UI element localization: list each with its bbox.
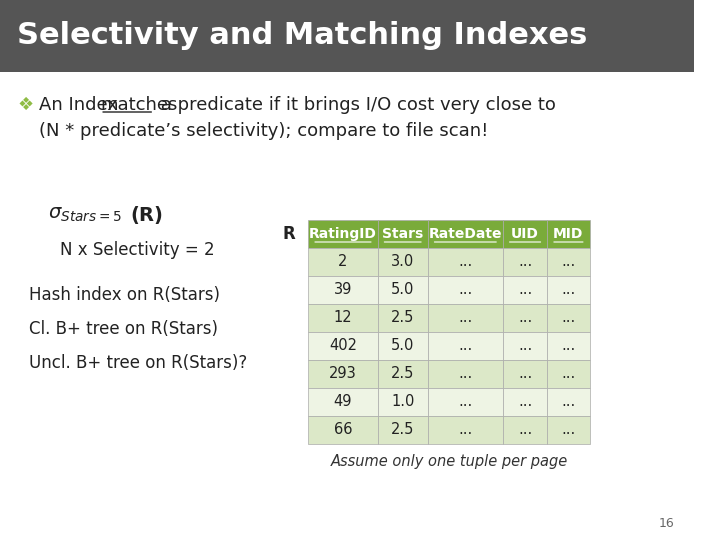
Text: 2.5: 2.5 <box>391 422 415 437</box>
Text: 66: 66 <box>334 422 352 437</box>
Text: R: R <box>282 225 294 243</box>
Text: ...: ... <box>458 395 472 409</box>
Text: ...: ... <box>562 395 575 409</box>
FancyBboxPatch shape <box>378 220 428 248</box>
Text: 16: 16 <box>659 517 675 530</box>
Text: 49: 49 <box>334 395 352 409</box>
Text: ...: ... <box>458 310 472 326</box>
Text: (N * predicate’s selectivity); compare to file scan!: (N * predicate’s selectivity); compare t… <box>39 122 488 140</box>
Text: Hash index on R(Stars): Hash index on R(Stars) <box>29 286 220 304</box>
FancyBboxPatch shape <box>428 332 503 360</box>
Text: ...: ... <box>562 339 575 354</box>
Text: Selectivity and Matching Indexes: Selectivity and Matching Indexes <box>17 22 588 51</box>
FancyBboxPatch shape <box>428 360 503 388</box>
FancyBboxPatch shape <box>428 220 503 248</box>
FancyBboxPatch shape <box>503 416 547 444</box>
Text: Cl. B+ tree on R(Stars): Cl. B+ tree on R(Stars) <box>29 320 218 338</box>
Text: ...: ... <box>518 254 532 269</box>
Text: ...: ... <box>518 367 532 381</box>
Text: ❖: ❖ <box>17 96 33 114</box>
Text: Stars: Stars <box>382 227 423 241</box>
Text: 2.5: 2.5 <box>391 367 415 381</box>
Text: ...: ... <box>518 395 532 409</box>
Text: ...: ... <box>562 254 575 269</box>
FancyBboxPatch shape <box>503 388 547 416</box>
FancyBboxPatch shape <box>547 304 590 332</box>
Text: 402: 402 <box>329 339 357 354</box>
Text: Assume only one tuple per page: Assume only one tuple per page <box>330 454 567 469</box>
Text: 3.0: 3.0 <box>391 254 414 269</box>
FancyBboxPatch shape <box>308 388 378 416</box>
Text: ...: ... <box>458 339 472 354</box>
Text: Uncl. B+ tree on R(Stars)?: Uncl. B+ tree on R(Stars)? <box>29 354 247 372</box>
FancyBboxPatch shape <box>503 220 547 248</box>
FancyBboxPatch shape <box>308 332 378 360</box>
Text: 5.0: 5.0 <box>391 339 415 354</box>
FancyBboxPatch shape <box>378 388 428 416</box>
Text: 2.5: 2.5 <box>391 310 415 326</box>
FancyBboxPatch shape <box>0 72 693 540</box>
FancyBboxPatch shape <box>378 248 428 276</box>
Text: ...: ... <box>518 310 532 326</box>
FancyBboxPatch shape <box>308 276 378 304</box>
Text: ...: ... <box>562 422 575 437</box>
FancyBboxPatch shape <box>428 248 503 276</box>
FancyBboxPatch shape <box>308 248 378 276</box>
Text: N x Selectivity = 2: N x Selectivity = 2 <box>60 241 215 259</box>
Text: 2: 2 <box>338 254 348 269</box>
Text: ...: ... <box>562 282 575 298</box>
FancyBboxPatch shape <box>428 388 503 416</box>
Text: 293: 293 <box>329 367 357 381</box>
Text: ...: ... <box>458 282 472 298</box>
FancyBboxPatch shape <box>547 220 590 248</box>
FancyBboxPatch shape <box>547 388 590 416</box>
FancyBboxPatch shape <box>503 304 547 332</box>
FancyBboxPatch shape <box>428 416 503 444</box>
Text: UID: UID <box>511 227 539 241</box>
Text: ...: ... <box>518 282 532 298</box>
FancyBboxPatch shape <box>308 304 378 332</box>
FancyBboxPatch shape <box>503 360 547 388</box>
FancyBboxPatch shape <box>378 360 428 388</box>
FancyBboxPatch shape <box>547 248 590 276</box>
Text: MID: MID <box>553 227 584 241</box>
FancyBboxPatch shape <box>428 304 503 332</box>
FancyBboxPatch shape <box>503 248 547 276</box>
Text: ...: ... <box>518 339 532 354</box>
FancyBboxPatch shape <box>503 276 547 304</box>
Text: matches: matches <box>100 96 178 114</box>
FancyBboxPatch shape <box>0 0 693 72</box>
FancyBboxPatch shape <box>547 276 590 304</box>
Text: ...: ... <box>562 367 575 381</box>
FancyBboxPatch shape <box>428 276 503 304</box>
Text: ...: ... <box>458 367 472 381</box>
Text: 12: 12 <box>333 310 352 326</box>
FancyBboxPatch shape <box>378 332 428 360</box>
Text: $\sigma_{Stars=5}$: $\sigma_{Stars=5}$ <box>48 206 122 225</box>
FancyBboxPatch shape <box>378 304 428 332</box>
Text: ...: ... <box>458 254 472 269</box>
FancyBboxPatch shape <box>308 220 378 248</box>
FancyBboxPatch shape <box>547 332 590 360</box>
FancyBboxPatch shape <box>378 276 428 304</box>
FancyBboxPatch shape <box>378 416 428 444</box>
Text: 39: 39 <box>334 282 352 298</box>
Text: 5.0: 5.0 <box>391 282 415 298</box>
Text: $\mathbf{(R)}$: $\mathbf{(R)}$ <box>130 204 163 226</box>
FancyBboxPatch shape <box>308 360 378 388</box>
Text: ...: ... <box>518 422 532 437</box>
Text: RatingID: RatingID <box>309 227 377 241</box>
Text: ...: ... <box>562 310 575 326</box>
Text: RateDate: RateDate <box>428 227 502 241</box>
FancyBboxPatch shape <box>547 360 590 388</box>
Text: a predicate if it brings I/O cost very close to: a predicate if it brings I/O cost very c… <box>155 96 556 114</box>
FancyBboxPatch shape <box>503 332 547 360</box>
Text: An Index: An Index <box>39 96 123 114</box>
Text: ...: ... <box>458 422 472 437</box>
FancyBboxPatch shape <box>547 416 590 444</box>
Text: 1.0: 1.0 <box>391 395 415 409</box>
FancyBboxPatch shape <box>308 416 378 444</box>
